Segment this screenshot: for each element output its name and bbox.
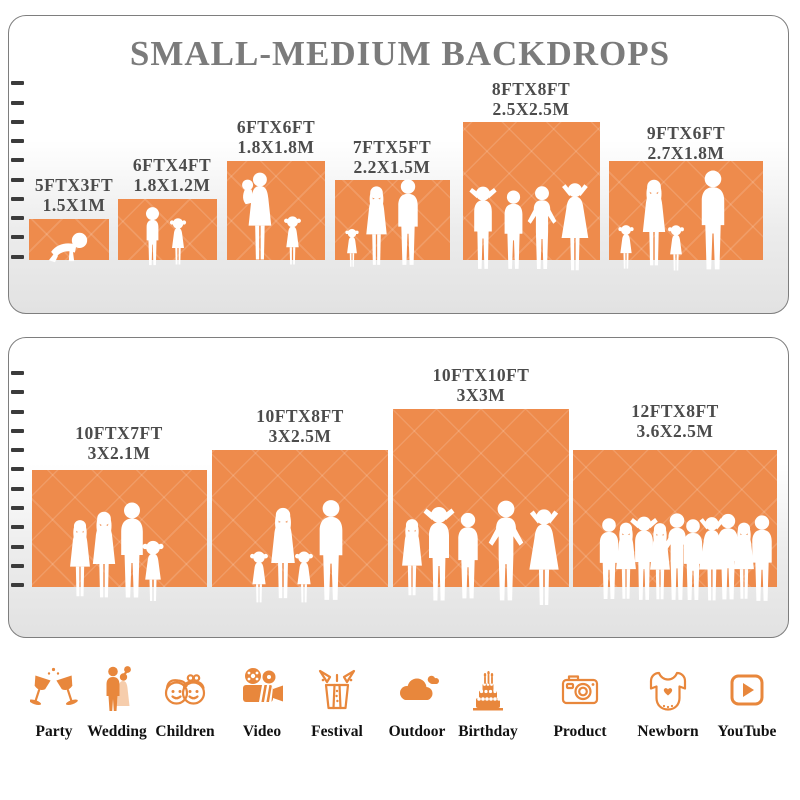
bar-label: 10FTX7FT 3X2.1M <box>75 423 163 463</box>
backdrop-bar-6x4 <box>118 199 217 260</box>
bar-label: 9FTX6FT 2.7X1.8M <box>646 123 726 163</box>
bar-label: 8FTX8FT 2.5X2.5M <box>491 79 571 119</box>
backdrop-bar-10x8 <box>212 450 388 587</box>
festival-icon <box>313 665 361 713</box>
silhouette-man <box>310 498 352 604</box>
silhouette-man <box>390 177 426 269</box>
newborn-icon <box>644 665 692 713</box>
silhouette-woman <box>360 185 393 268</box>
birthday-icon <box>464 665 512 713</box>
bar-label: 10FTX8FT 3X2.5M <box>256 406 344 446</box>
wedding-icon <box>93 665 141 713</box>
category-product: Product <box>542 665 618 741</box>
product-icon <box>556 665 604 713</box>
category-youtube: YouTube <box>709 665 785 741</box>
category-wedding: Wedding <box>79 665 155 741</box>
youtube-icon <box>723 665 771 713</box>
silhouette-woman-armup <box>553 181 595 273</box>
silhouette-girl <box>614 223 638 270</box>
category-newborn: Newborn <box>630 665 706 741</box>
bar-label: 6FTX4FT 1.8X1.2M <box>132 155 212 195</box>
silhouette-mother-baby <box>238 167 280 267</box>
silhouette-man <box>744 514 780 604</box>
bar-label: 5FTX3FT 1.5X1M <box>34 175 114 215</box>
silhouette-man <box>450 509 486 604</box>
silhouette-baby <box>45 230 91 263</box>
silhouette-girl <box>664 223 688 272</box>
category-video: Video <box>224 665 300 741</box>
backdrop-bar-9x6 <box>609 161 763 260</box>
category-festival: Festival <box>299 665 375 741</box>
page-title: SMALL-MEDIUM BACKDROPS <box>129 34 671 73</box>
silhouette-girl <box>138 538 168 603</box>
party-icon <box>30 665 78 713</box>
silhouette-boy <box>140 205 165 267</box>
bar-label: 7FTX5FT 2.2X1.5M <box>352 137 432 177</box>
silhouette-girl <box>166 216 190 266</box>
backdrop-bar-5x3 <box>29 219 109 260</box>
category-party: Party <box>16 665 92 741</box>
category-birthday: Birthday <box>450 665 526 741</box>
backdrop-bar-6x6 <box>227 161 325 260</box>
silhouette-woman-armup <box>520 507 566 608</box>
category-outdoor: Outdoor <box>379 665 455 741</box>
video-icon <box>238 665 286 713</box>
bar-label: 10FTX10FT 3X3M <box>432 365 530 405</box>
bar-label: 12FTX8FT 3.6X2.5M <box>631 401 719 441</box>
outdoor-icon <box>393 665 441 713</box>
bar-label: 6FTX6FT 1.8X1.8M <box>236 117 316 157</box>
silhouette-girl <box>280 214 305 266</box>
silhouette-girl <box>342 227 362 268</box>
silhouette-man <box>692 169 734 273</box>
children-icon <box>161 665 209 713</box>
category-children: Children <box>147 665 223 741</box>
backdrop-bar-10x7 <box>32 470 207 587</box>
